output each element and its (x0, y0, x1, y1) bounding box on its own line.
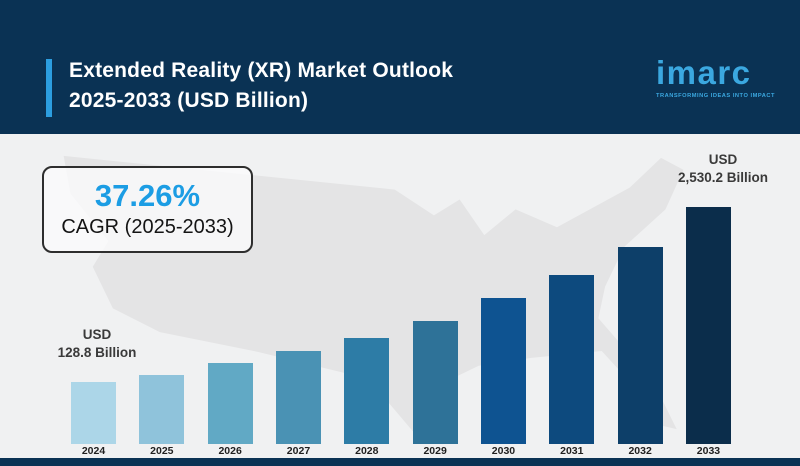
year-label-2026: 2026 (218, 445, 242, 457)
imarc-logo-tagline: TRANSFORMING IDEAS INTO IMPACT (655, 93, 775, 99)
bar-2029 (412, 321, 458, 444)
imarc-logo-text: imarc (655, 54, 752, 91)
bar-2032 (617, 247, 663, 444)
year-label-2030: 2030 (491, 445, 516, 457)
bar-column-2032: 2032 (617, 247, 663, 458)
bar-column-2031: 2031 (549, 275, 595, 458)
bar-chart: 2024 2025 2026 2027 2028 2029 2030 2031 2032 2033 (71, 207, 731, 458)
value-label-2033-amount: 2,530.2 Billion (677, 170, 769, 185)
bar-2031 (549, 275, 595, 444)
year-label-2031: 2031 (560, 445, 584, 457)
cagr-label: CAGR (2025-2033) (61, 215, 234, 238)
year-label-2032: 2032 (628, 445, 652, 457)
year-label-2027: 2027 (286, 445, 311, 457)
cagr-value: 37.26% (94, 178, 201, 214)
bar-column-2026: 2026 (207, 363, 253, 458)
bar-2027 (275, 351, 321, 444)
bar-column-2030: 2030 (480, 298, 526, 458)
chart-area: 37.26% CAGR (2025-2033) USD 128.8 Billio… (0, 134, 800, 458)
title-line-1: Extended Reality (XR) Market Outlook (69, 59, 454, 82)
bar-column-2027: 2027 (275, 351, 321, 458)
title-block: Extended Reality (XR) Market Outlook 202… (46, 56, 453, 117)
footer-band (0, 458, 800, 466)
value-label-2024-currency: USD (82, 327, 112, 342)
bar-2033 (685, 207, 731, 444)
bar-2024 (71, 382, 116, 444)
value-label-2033-currency: USD (708, 152, 738, 167)
header: Extended Reality (XR) Market Outlook 202… (0, 0, 800, 134)
year-label-2029: 2029 (423, 445, 447, 457)
year-label-2024: 2024 (81, 445, 106, 457)
bar-column-2029: 2029 (412, 321, 458, 458)
bar-column-2028: 2028 (344, 338, 390, 458)
value-label-2024: USD 128.8 Billion (32, 326, 162, 362)
bar-2028 (344, 338, 390, 444)
bar-2026 (207, 363, 253, 444)
title-line-2: 2025-2033 (USD Billion) (69, 89, 309, 112)
year-label-2025: 2025 (150, 445, 174, 457)
bar-column-2025: 2025 (139, 375, 185, 458)
bar-2030 (480, 298, 526, 444)
page-title: Extended Reality (XR) Market Outlook 202… (69, 56, 453, 117)
year-label-2033: 2033 (696, 445, 721, 457)
imarc-logo: imarc TRANSFORMING IDEAS INTO IMPACT (656, 56, 775, 99)
value-label-2024-amount: 128.8 Billion (57, 345, 137, 360)
bar-column-2033: 2033 (685, 207, 731, 458)
cagr-box: 37.26% CAGR (2025-2033) (42, 166, 253, 253)
title-accent-bar (46, 59, 52, 117)
year-label-2028: 2028 (355, 445, 379, 457)
bar-column-2024: 2024 (71, 382, 116, 458)
bar-2025 (139, 375, 185, 444)
value-label-2033: USD 2,530.2 Billion (658, 151, 788, 187)
